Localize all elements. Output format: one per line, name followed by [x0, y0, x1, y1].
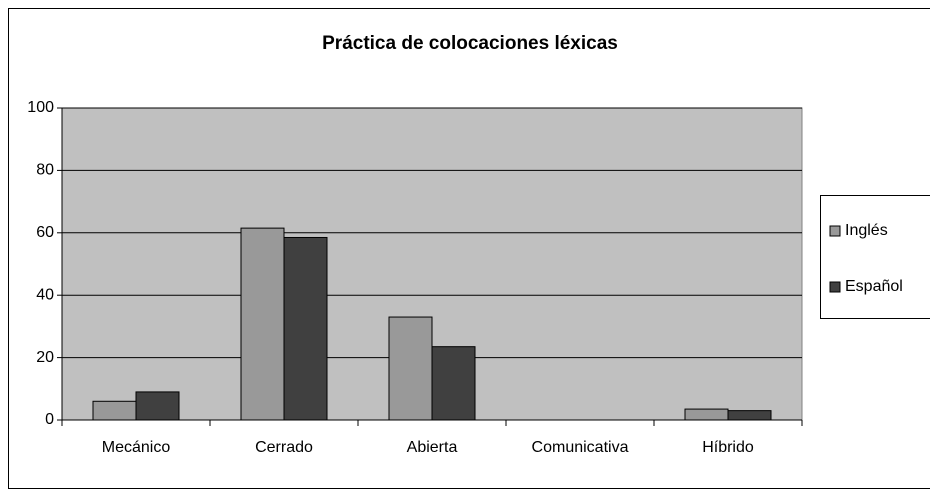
- y-tick-label: 40: [36, 286, 54, 303]
- y-tick-label: 20: [36, 349, 54, 366]
- y-tick-label: 60: [36, 224, 54, 241]
- legend-swatch: [829, 225, 841, 237]
- bar: [283, 236, 328, 421]
- y-tick-label: 0: [45, 411, 54, 428]
- x-tick-label: Híbrido: [702, 439, 754, 456]
- bar: [388, 316, 433, 421]
- chart-title: Práctica de colocaciones léxicas: [322, 33, 618, 54]
- y-tick-label: 80: [36, 162, 54, 179]
- legend: [820, 195, 930, 319]
- x-tick-label: Abierta: [407, 439, 458, 456]
- x-tick-label: Comunicativa: [532, 439, 629, 456]
- legend-label: Español: [845, 278, 903, 295]
- bar: [240, 227, 285, 421]
- x-tick-label: Cerrado: [255, 439, 313, 456]
- bar: [92, 400, 137, 421]
- bar: [684, 408, 729, 421]
- x-tick-label: Mecánico: [102, 439, 171, 456]
- legend-swatch: [829, 281, 841, 293]
- legend-label: Inglés: [845, 222, 888, 239]
- y-tick-label: 100: [27, 99, 54, 116]
- bar: [431, 346, 476, 421]
- bar: [727, 410, 772, 421]
- bar: [135, 391, 180, 421]
